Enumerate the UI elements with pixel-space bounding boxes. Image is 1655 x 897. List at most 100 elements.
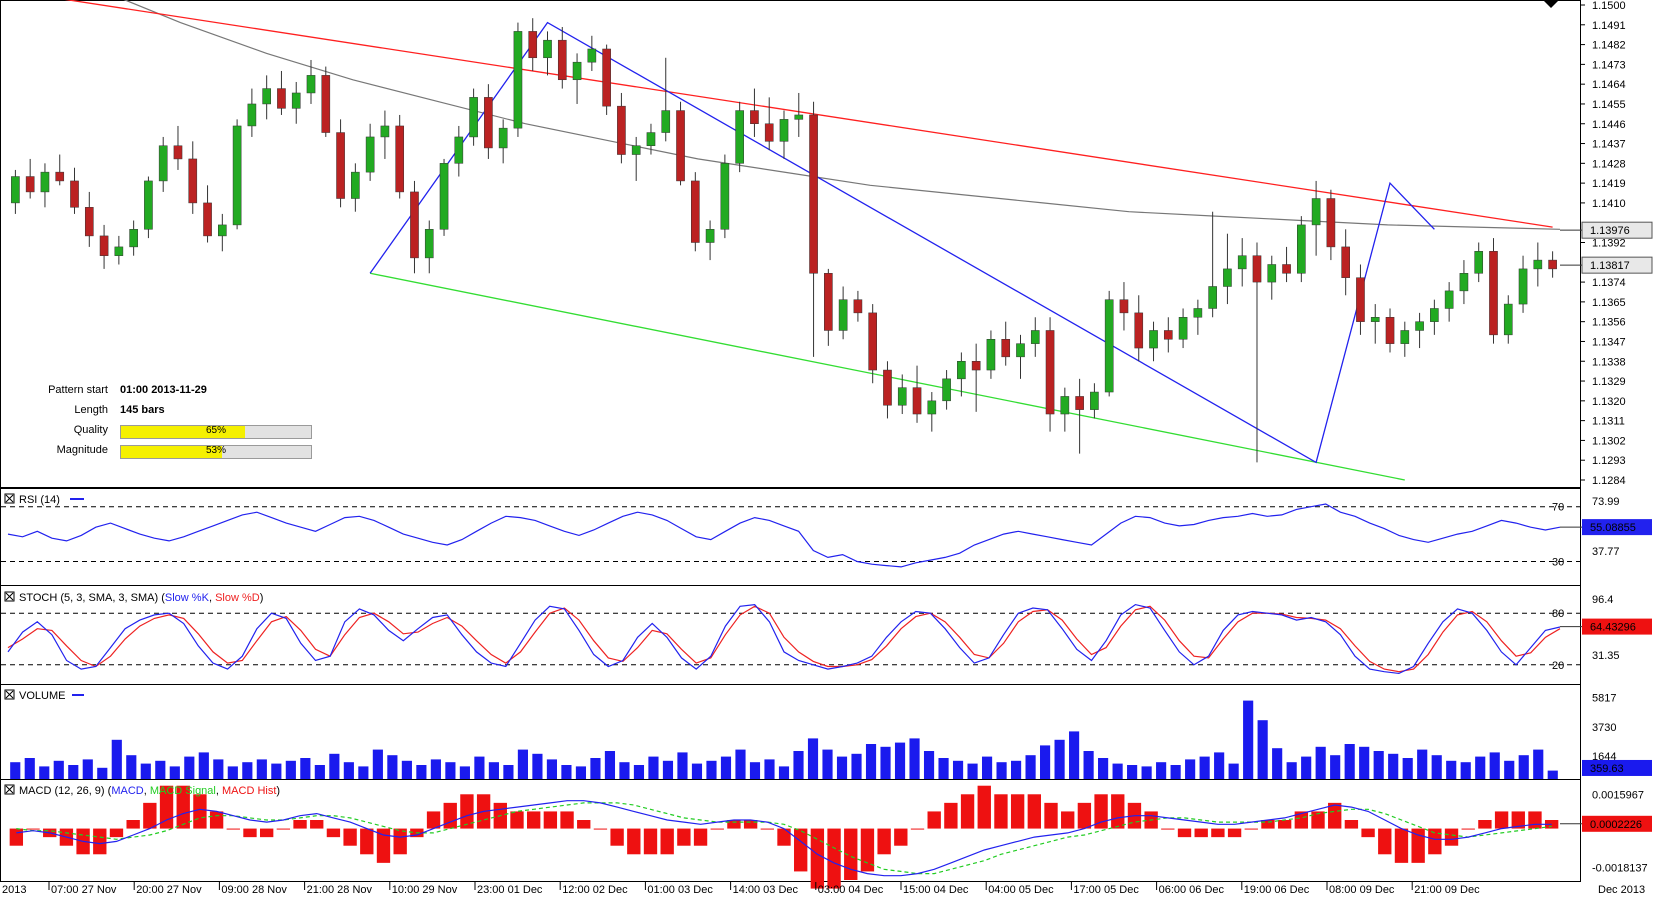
candle bbox=[883, 361, 892, 419]
macd-hist-bar bbox=[293, 820, 307, 829]
candle-body bbox=[203, 202, 212, 237]
candle-body bbox=[1134, 312, 1144, 349]
stoch-k-line bbox=[7, 603, 1561, 675]
stoch-close-x bbox=[5, 592, 14, 601]
macd-hist-bar bbox=[276, 828, 291, 830]
macd-hist-bar bbox=[1010, 794, 1025, 829]
macd-hist-bar bbox=[310, 820, 324, 829]
volume-bar bbox=[314, 765, 325, 779]
stoch-k-legend: Slow %K bbox=[165, 592, 210, 604]
macd-hist-bar bbox=[677, 828, 691, 846]
macd-hist-bar bbox=[844, 828, 858, 880]
rsi-title-text: RSI (14) bbox=[19, 494, 60, 506]
volume-bar bbox=[198, 752, 209, 779]
candle-body bbox=[158, 145, 168, 182]
macd-hist-bar bbox=[860, 828, 875, 872]
candle-body bbox=[336, 132, 345, 199]
chart-menu-chevron-down-icon[interactable] bbox=[1544, 1, 1558, 8]
volume-title[interactable]: VOLUME bbox=[4, 689, 84, 702]
macd-signal-legend: MACD Signal bbox=[150, 785, 216, 797]
volume-title-text: VOLUME bbox=[19, 690, 65, 702]
macd-hist-bar bbox=[259, 828, 274, 838]
candle bbox=[572, 53, 582, 104]
candle-body bbox=[1045, 330, 1055, 415]
candle bbox=[1016, 334, 1025, 379]
volume-bar bbox=[39, 766, 50, 779]
candle bbox=[1297, 216, 1306, 283]
volume-bar bbox=[1547, 770, 1558, 779]
candle-body bbox=[1415, 321, 1424, 331]
volume-bar bbox=[459, 766, 470, 779]
candle bbox=[853, 290, 863, 322]
macd-hist-bar bbox=[226, 828, 240, 830]
axis-labels: 2013 07:00 27 Nov 20:00 27 Nov 09:00 28 Nov… bbox=[2, 882, 1645, 896]
candle-body bbox=[602, 48, 611, 107]
volume-bar bbox=[300, 758, 311, 779]
price-tick-label: 1.1365 bbox=[1592, 297, 1626, 309]
volume-bar bbox=[778, 766, 790, 779]
macd-hist-bar bbox=[1461, 828, 1475, 830]
macd-current-label: 0.0002226 bbox=[1590, 819, 1642, 831]
candle-body bbox=[424, 229, 434, 259]
volume-bar bbox=[488, 762, 499, 779]
volume-bar bbox=[387, 755, 398, 779]
rsi-title[interactable]: RSI (14) bbox=[4, 493, 84, 506]
volume-bar bbox=[1504, 760, 1515, 779]
pattern-start-value: 01:00 2013-11-29 bbox=[120, 384, 207, 396]
candle bbox=[454, 125, 464, 177]
candle-body bbox=[469, 97, 478, 138]
candle-body bbox=[291, 92, 301, 109]
candle-body bbox=[646, 132, 656, 146]
macd-hist-bar bbox=[209, 811, 224, 829]
candle bbox=[557, 26, 567, 89]
volume-bar bbox=[1475, 756, 1486, 779]
macd-title[interactable]: MACD (12, 26, 9) (MACD, MACD Signal, MAC… bbox=[4, 784, 280, 797]
candle-body bbox=[1237, 255, 1247, 270]
volume-bar bbox=[952, 760, 964, 779]
candle-body bbox=[897, 387, 907, 406]
candle-body bbox=[232, 125, 242, 226]
macd-hist-bar bbox=[777, 828, 791, 846]
macd-hist-bar bbox=[1244, 828, 1258, 830]
volume-bar bbox=[227, 766, 238, 779]
volume-bar bbox=[967, 763, 978, 779]
macd-hist-bar bbox=[743, 820, 758, 829]
volume-bar bbox=[1344, 744, 1355, 779]
candle bbox=[336, 119, 345, 208]
candle bbox=[838, 286, 848, 340]
candle bbox=[55, 154, 65, 186]
volume-bar bbox=[517, 749, 528, 779]
panel-frames bbox=[0, 0, 1581, 882]
candle bbox=[262, 75, 271, 120]
quality-bar-fill bbox=[121, 426, 245, 438]
price-tick-label: 1.1320 bbox=[1592, 396, 1626, 408]
macd-hist-bar bbox=[460, 794, 474, 829]
price-tick-label: 1.1482 bbox=[1592, 40, 1626, 52]
candle bbox=[720, 154, 730, 239]
candle-body bbox=[1297, 224, 1306, 274]
macd-hist-bar bbox=[760, 828, 774, 830]
volume-bar bbox=[749, 762, 761, 779]
volume-bar bbox=[865, 744, 877, 779]
candle bbox=[1267, 255, 1277, 300]
macd-hist-bar bbox=[510, 811, 524, 829]
candle bbox=[144, 176, 153, 239]
volume-bar bbox=[1417, 749, 1428, 779]
candle-body bbox=[1163, 330, 1173, 340]
price-tick-label: 1.1428 bbox=[1592, 158, 1626, 170]
candle bbox=[1503, 295, 1513, 344]
resistance-trendline bbox=[64, 0, 1553, 228]
price-tick-label: 1.1455 bbox=[1592, 99, 1626, 111]
volume-bar bbox=[1156, 762, 1167, 779]
price-tick-label: 1.1338 bbox=[1592, 356, 1626, 368]
volume-bar bbox=[343, 762, 354, 779]
candle-body bbox=[779, 119, 789, 142]
candle bbox=[957, 352, 966, 397]
candle bbox=[218, 213, 227, 252]
candle bbox=[1252, 242, 1262, 463]
candle-body bbox=[439, 163, 449, 230]
macd-legend: MACD bbox=[111, 785, 143, 797]
candle-body bbox=[853, 299, 863, 314]
stoch-title[interactable]: STOCH (5, 3, SMA, 3, SMA) (Slow %K, Slow… bbox=[4, 591, 263, 604]
